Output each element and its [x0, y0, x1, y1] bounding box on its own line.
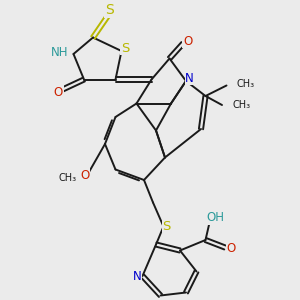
Text: O: O	[183, 34, 192, 48]
Text: O: O	[80, 169, 89, 182]
Text: NH: NH	[51, 46, 68, 59]
Text: N: N	[185, 71, 194, 85]
Text: CH₃: CH₃	[232, 100, 250, 110]
Text: S: S	[121, 41, 129, 55]
Text: S: S	[162, 220, 171, 233]
Text: S: S	[105, 3, 114, 17]
Text: OH: OH	[206, 211, 224, 224]
Text: O: O	[226, 242, 236, 256]
Text: O: O	[54, 86, 63, 99]
Text: CH₃: CH₃	[58, 173, 76, 183]
Text: N: N	[133, 269, 142, 283]
Text: CH₃: CH₃	[237, 79, 255, 89]
